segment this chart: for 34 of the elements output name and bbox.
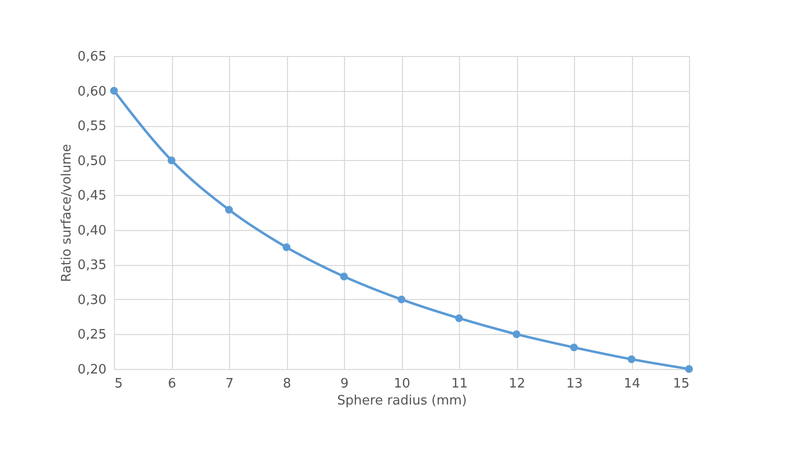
point (340, 272, 348, 280)
x-tick-label: 13 (566, 376, 583, 392)
point (685, 365, 693, 373)
y-tick-label: 0,20 (78, 362, 106, 378)
y-tick-label: 0,40 (78, 223, 106, 238)
x-tick-label: 15 (672, 376, 690, 392)
y-tick-label: 0,35 (78, 258, 106, 274)
point (110, 86, 118, 95)
point (225, 206, 233, 214)
x-tick-label: 11 (451, 376, 468, 392)
y-tick-label: 0,50 (78, 154, 106, 169)
x-tick-label: 6 (168, 376, 176, 392)
x-tick-label: 5 (114, 376, 123, 392)
y-tick-label: 0,60 (78, 84, 106, 100)
point (168, 156, 176, 164)
x-tick-label: 7 (225, 376, 234, 392)
x-tick-label: 12 (508, 376, 526, 392)
point (282, 243, 290, 252)
point (628, 355, 636, 364)
point (570, 344, 578, 352)
point (398, 296, 406, 304)
x-tick-label: 10 (394, 376, 410, 392)
y-tick-label: 0,45 (78, 188, 106, 204)
y-axis-title: Ratio surface/volume (60, 144, 75, 282)
y-tick-label: 0,25 (78, 328, 106, 343)
y-tick-label: 0,55 (78, 119, 106, 134)
x-tick-label: 8 (282, 376, 292, 392)
x-tick-label: 9 (340, 376, 349, 392)
y-tick-label: 0,65 (78, 50, 106, 64)
point (455, 314, 463, 322)
point (512, 330, 520, 338)
y-tick-label: 0,30 (78, 292, 106, 308)
x-axis-title: Sphere radius (mm) (337, 394, 467, 408)
x-tick-label: 14 (624, 376, 640, 392)
